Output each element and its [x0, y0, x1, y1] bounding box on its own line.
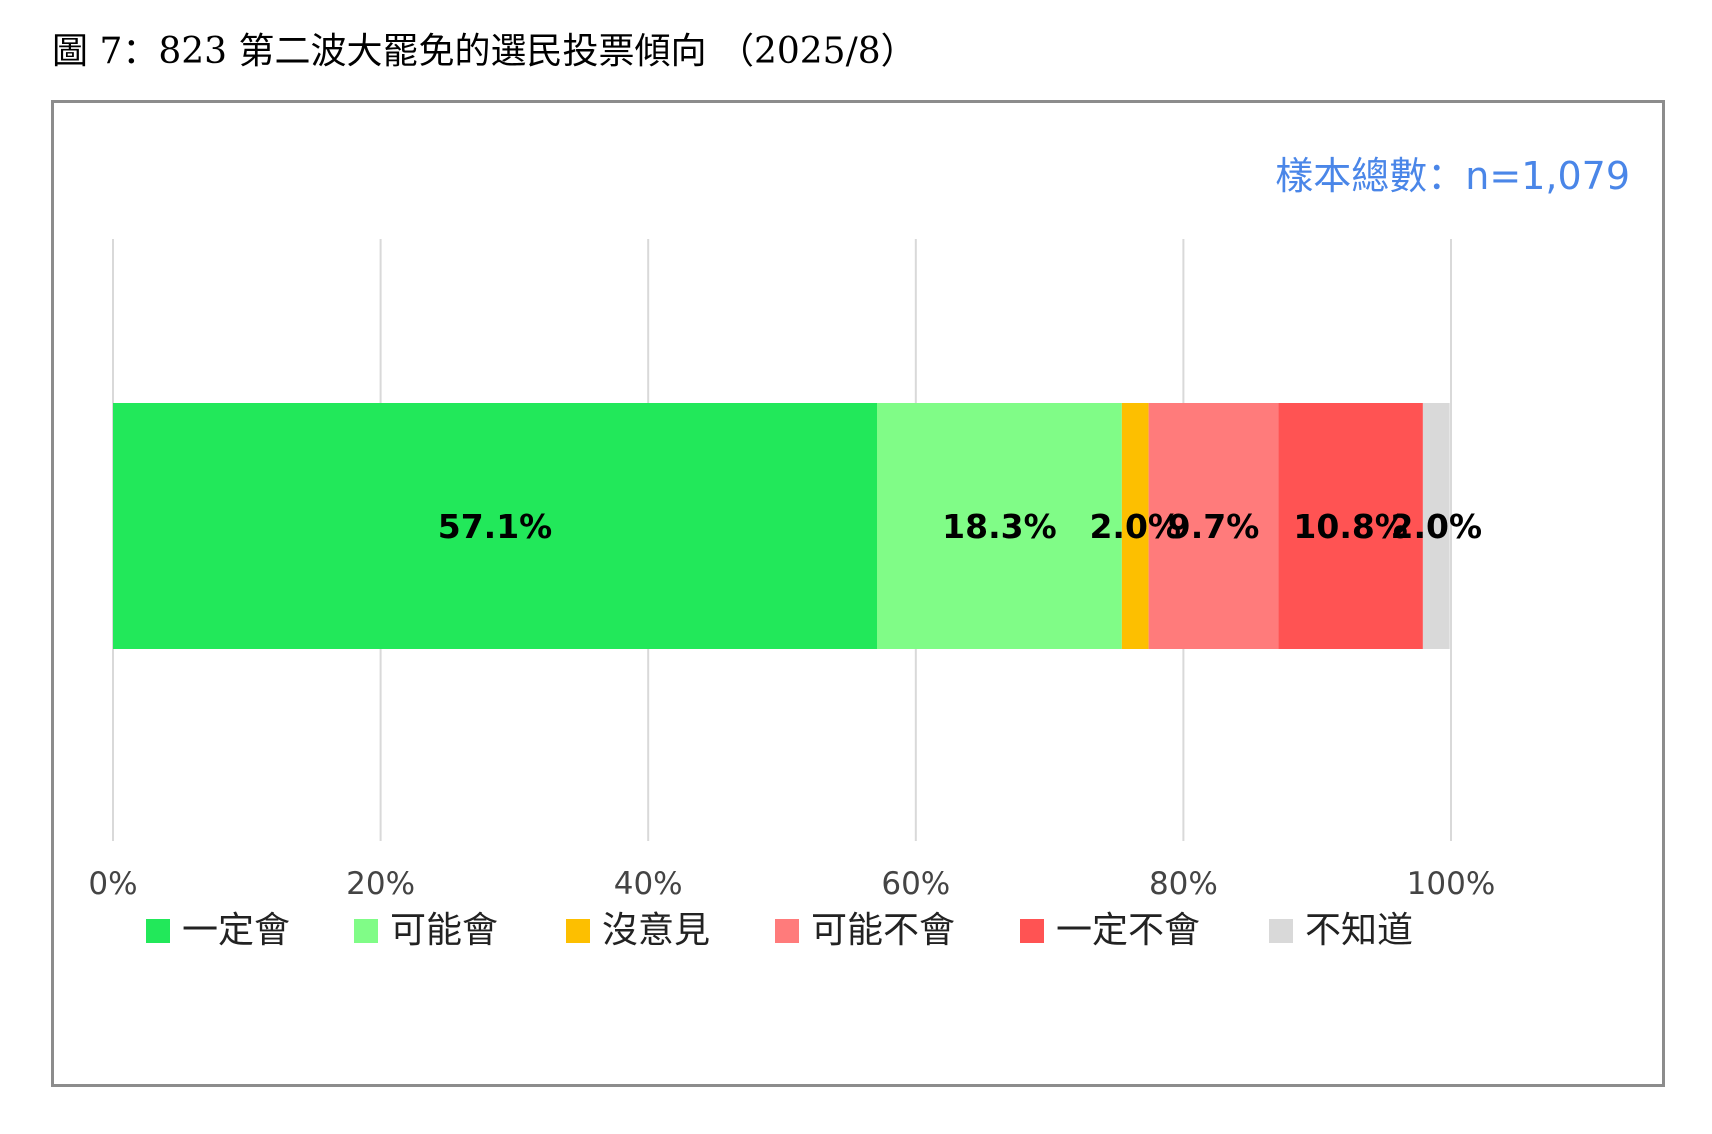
legend-swatch-6 [1269, 919, 1293, 943]
x-tick-label-4: 80% [1149, 866, 1218, 902]
figure-title: 圖 7：823 第二波大罷免的選民投票傾向 （2025/8） [52, 31, 917, 72]
legend-label-5: 一定不會 [1056, 910, 1200, 951]
bar-segment-1 [113, 403, 877, 649]
stacked-bar-chart: 57.1% 18.3% 2.0%9.7% 10.8%2.0%0% 20% 40% 60% 80… [88, 239, 1496, 951]
x-tick-label-0: 0% [88, 866, 137, 902]
legend-swatch-3 [566, 919, 590, 943]
legend-label-2: 可能會 [390, 910, 498, 951]
sample-size-note: 樣本總數：n=1,079 [1275, 154, 1630, 198]
legend-swatch-5 [1020, 919, 1044, 943]
bar-segment-5 [1278, 403, 1423, 649]
data-label-5: 10.8% [1293, 507, 1408, 546]
data-label-2: 18.3% [942, 507, 1057, 546]
data-label-4: 9.7% [1168, 507, 1260, 546]
bar-segment-4 [1148, 403, 1279, 649]
bar-segment-3 [1121, 403, 1149, 649]
x-tick-label-1: 20% [346, 866, 415, 902]
legend-label-4: 可能不會 [811, 910, 955, 951]
x-tick-label-3: 60% [881, 866, 950, 902]
legend-label-6: 不知道 [1305, 910, 1413, 951]
legend-swatch-2 [354, 919, 378, 943]
bar-segment-6 [1422, 403, 1450, 649]
data-label-1: 57.1% [438, 507, 553, 546]
legend-swatch-4 [775, 919, 799, 943]
bar-segment-2 [876, 403, 1122, 649]
legend-label-3: 沒意見 [602, 910, 710, 951]
legend-label-1: 一定會 [182, 910, 290, 951]
data-label-6: 2.0% [1391, 507, 1483, 546]
x-tick-label-5: 100% [1407, 866, 1496, 902]
chart-frame: 樣本總數：n=1,079 57.1% 18.3% 2.0% 9.7% 10.8% 2.0%… [51, 100, 1665, 1087]
data-label-3: 2.0% [1089, 507, 1181, 546]
x-tick-label-2: 40% [614, 866, 683, 902]
legend-swatch-1 [146, 919, 170, 943]
